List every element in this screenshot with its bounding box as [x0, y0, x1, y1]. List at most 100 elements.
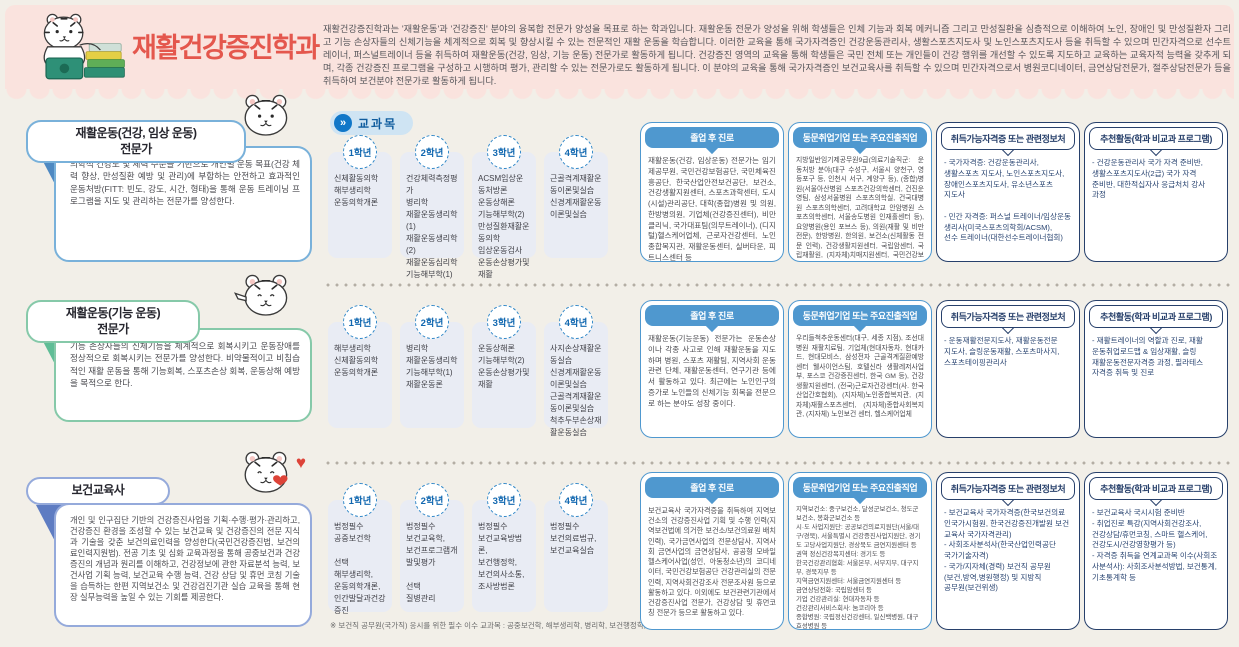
curriculum-section-header: » 교과목 — [330, 111, 414, 135]
course-list: 근골격계재활운동이론및실습 신경계재활운동이론및실습 — [550, 174, 602, 219]
box-header: 동문취업기업 또는 주요진출직업 — [793, 477, 927, 498]
year-badge: 3학년 — [487, 483, 521, 517]
year-badge: 4학년 — [559, 305, 593, 339]
box-body: - 건강운동관리사 국가 자격 준비반, 생활스포츠지도사(2급) 국가 자격 … — [1092, 158, 1206, 200]
box-header: 취득가능자격증 또는 관련정보처 — [941, 305, 1075, 328]
box-body: - 운동재활전문지도사, 재활운동전문 지도사, 슬링운동재활, 스포츠마사지,… — [944, 336, 1060, 367]
year-badge: 1학년 — [343, 483, 377, 517]
box-body: 재활운동(건강, 임상운동) 전문가는 임기제공무원, 국민건강보험공단, 국민… — [648, 156, 776, 262]
tiger-peek-icon — [244, 451, 288, 493]
curriculum-row-clinical: 1학년 신체활동의학 해부생리학 운동의학개론 2학년 건강체력측정평가 병리학… — [328, 135, 608, 279]
career-box: 졸업 후 진로 보건교육사 국가자격증을 취득하여 지역보건소의 건강증진사업 … — [640, 472, 784, 630]
dotted-separator — [326, 283, 1232, 287]
dotted-separator — [326, 461, 1232, 465]
course-list: 법정필수 보건의료법규, 보건교육실습 — [550, 522, 597, 555]
year-column: 1학년 법정필수 공중보건학 선택 해부생리학, 운동의학개론, 인간발달과건강… — [328, 483, 392, 615]
track-card-clinical-exercise: 의학적 건강도 및 체력 수준을 기반으로 개인별 운동 목표(건강 체력 향상… — [14, 94, 312, 262]
year-column: 4학년 사지손상재활운동실습 신경계재활운동이론및실습 근골격계재활운동이론및실… — [544, 305, 608, 437]
track-description: 개인 및 인구집단 기반의 건강증진사업을 기획·수행·평가·관리하고, 건강증… — [54, 503, 312, 627]
tiger-mascot-icon — [43, 13, 125, 80]
year-column: 4학년 근골격계재활운동이론및실습 신경계재활운동이론및실습 — [544, 135, 608, 258]
info-row-clinical: 졸업 후 진로 재활운동(건강, 임상운동) 전문가는 임기제공무원, 국민건강… — [640, 122, 1228, 262]
track-title: 보건교육사 — [26, 477, 170, 505]
year-column: 2학년 법정필수 보건교육학, 보건프로그램개발및평가 선택 질병관리 — [400, 483, 464, 612]
year-badge: 2학년 — [415, 305, 449, 339]
intro-paragraph: 재활건강증진학과는 '재활운동'과 '건강증진' 분야의 융복합 전문가 양성을… — [323, 24, 1231, 86]
activity-box: 추천활동(학과 비교과 프로그램) - 보건교육사 국시시험 준비반 - 취업진… — [1084, 472, 1228, 630]
course-list: 건강체력측정평가 병리학 재활운동생리학(1) 재활운동생리학(2) 재활운동심… — [406, 174, 458, 279]
year-badge: 3학년 — [487, 305, 521, 339]
course-list: 해부생리학 신체활동의학 운동의학개론 — [334, 344, 379, 377]
track-card-functional-exercise: 기능 손상자들의 신체기능을 체계적으로 회복시키고 운동장애를 정상적으로 회… — [14, 274, 312, 422]
tiger-peek-icon — [233, 274, 288, 316]
heart-icon: ♥ — [295, 453, 306, 472]
page-title: 재활건강증진학과 — [132, 33, 320, 63]
box-body: - 국가자격증: 건강운동관리사, 생활스포츠 지도사, 노인스포츠지도사, 장… — [944, 158, 1071, 243]
box-header: 동문취업기업 또는 주요진출직업 — [793, 127, 927, 148]
box-body: 지역보건소: 중구보건소, 달성군보건소, 청도군보건소, 봉화군보건소 등 시… — [796, 506, 921, 630]
box-body: - 재활트레이너의 역할과 진로, 재활 운동취업로드맵 & 임상재활, 슬링 … — [1092, 336, 1204, 378]
box-body: 재활운동(기능운동) 전문가는 운동손상이나 각종 사고로 인해 재활운동을 지… — [648, 334, 776, 408]
year-badge: 1학년 — [343, 135, 377, 169]
box-header: 추천활동(학과 비교과 프로그램) — [1089, 477, 1223, 500]
info-row-health-educator: 졸업 후 진로 보건교육사 국가자격증을 취득하여 지역보건소의 건강증진사업 … — [640, 472, 1228, 630]
year-column: 1학년 신체활동의학 해부생리학 운동의학개론 — [328, 135, 392, 258]
certificate-box: 취득가능자격증 또는 관련정보처 - 보건교육사 국가자격증(한국보건의료인국가… — [936, 472, 1080, 630]
curriculum-section-label: 교과목 — [358, 116, 398, 131]
alumni-box: 동문취업기업 또는 주요진출직업 지방일반임기제공무원9급(의료기술직군: 운동… — [788, 122, 932, 262]
course-list: 사지손상재활운동실습 신경계재활운동이론및실습 근골격계재활운동이론및실습 척추… — [550, 344, 602, 437]
tiger-peek-icon — [244, 94, 288, 136]
year-column: 4학년 법정필수 보건의료법규, 보건교육실습 — [544, 483, 608, 612]
course-list: 병리학 재활운동생리학 기능해부학(1) 재활운동론 — [406, 344, 458, 389]
course-list: 신체활동의학 해부생리학 운동의학개론 — [334, 174, 379, 207]
course-list: 법정필수 공중보건학 선택 해부생리학, 운동의학개론, 인간발달과건강증진 — [334, 522, 386, 615]
box-header: 취득가능자격증 또는 관련정보처 — [941, 127, 1075, 150]
activity-box: 추천활동(학과 비교과 프로그램) - 재활트레이너의 역할과 진로, 재활 운… — [1084, 300, 1228, 438]
track-description: 의학적 건강도 및 체력 수준을 기반으로 개인별 운동 목표(건강 체력 향상… — [54, 146, 312, 262]
scallop-edge — [5, 89, 1234, 100]
year-column: 2학년 병리학 재활운동생리학 기능해부학(1) 재활운동론 — [400, 305, 464, 428]
info-row-functional: 졸업 후 진로 재활운동(기능운동) 전문가는 운동손상이나 각종 사고로 인해… — [640, 300, 1228, 438]
year-column: 2학년 건강체력측정평가 병리학 재활운동생리학(1) 재활운동생리학(2) 재… — [400, 135, 464, 279]
career-box: 졸업 후 진로 재활운동(기능운동) 전문가는 운동손상이나 각종 사고로 인해… — [640, 300, 784, 438]
box-body: 지방일반임기제공무원9급(의료기술직군: 운동처방 분야(대구 수성구, 서울시… — [796, 157, 924, 260]
year-badge: 4학년 — [559, 483, 593, 517]
year-badge: 2학년 — [415, 483, 449, 517]
alumni-box: 동문취업기업 또는 주요진출직업 우리들척추운동센터(대구, 세종 지점), 조… — [788, 300, 932, 438]
box-header: 졸업 후 진로 — [645, 477, 779, 498]
box-header: 졸업 후 진로 — [645, 305, 779, 326]
track-description: 기능 손상자들의 신체기능을 체계적으로 회복시키고 운동장애를 정상적으로 회… — [54, 328, 312, 422]
box-body: 보건교육사 국가자격증을 취득하여 지역보건소의 건강증진사업 기획 및 수행 … — [648, 506, 776, 618]
box-header: 추천활동(학과 비교과 프로그램) — [1089, 305, 1223, 328]
curriculum-row-functional: 1학년 해부생리학 신체활동의학 운동의학개론 2학년 병리학 재활운동생리학 … — [328, 305, 608, 437]
course-list: ACSM임상운동처방론 운동상해론 기능해부학(2) 만성질환재활운동의학 임상… — [478, 174, 530, 279]
footnote: ※ 보건직 공무원(국가직) 응시를 위한 필수 이수 교과목 : 공중보건학,… — [330, 621, 690, 630]
course-list: 운동상해론 기능해부학(2) 운동손상평가및재활 — [478, 344, 530, 389]
certificate-box: 취득가능자격증 또는 관련정보처 - 운동재활전문지도사, 재활운동전문 지도사… — [936, 300, 1080, 438]
year-badge: 4학년 — [559, 135, 593, 169]
course-list: 법정필수 보건교육학, 보건프로그램개발및평가 선택 질병관리 — [406, 522, 458, 603]
curriculum-row-health-educator: 1학년 법정필수 공중보건학 선택 해부생리학, 운동의학개론, 인간발달과건강… — [328, 483, 608, 615]
box-header: 취득가능자격증 또는 관련정보처 — [941, 477, 1075, 500]
box-header: 동문취업기업 또는 주요진출직업 — [793, 305, 927, 326]
track-title: 재활운동(기능 운동) 전문가 — [26, 300, 200, 344]
course-list: 법정필수 보건교육방법론, 보건행정학, 보건의사소통, 조사방법론 — [478, 522, 525, 591]
box-body: - 보건교육사 국가자격증(한국보건의료인국가시험원, 한국건강증진개발원 보건… — [944, 508, 1070, 593]
box-body: - 보건교육사 국시시험 준비반 - 취업진로 특강(지역사회건강조사, 건강상… — [1092, 508, 1218, 582]
track-card-health-educator: ♥ 개인 및 인구집단 기반의 건강증진사업을 기획·수행·평가·관리하고, 건… — [14, 451, 312, 627]
year-badge: 2학년 — [415, 135, 449, 169]
box-body: 우리들척추운동센터(대구, 세종 지점), 조선대병원 재활치료팀, 기업체(현… — [796, 335, 924, 419]
year-column: 3학년 운동상해론 기능해부학(2) 운동손상평가및재활 — [472, 305, 536, 428]
box-header: 졸업 후 진로 — [645, 127, 779, 148]
certificate-box: 취득가능자격증 또는 관련정보처 - 국가자격증: 건강운동관리사, 생활스포츠… — [936, 122, 1080, 262]
alumni-box: 동문취업기업 또는 주요진출직업 지역보건소: 중구보건소, 달성군보건소, 청… — [788, 472, 932, 630]
year-column: 1학년 해부생리학 신체활동의학 운동의학개론 — [328, 305, 392, 428]
year-column: 3학년 법정필수 보건교육방법론, 보건행정학, 보건의사소통, 조사방법론 — [472, 483, 536, 612]
header-band — [5, 5, 1234, 89]
year-badge: 3학년 — [487, 135, 521, 169]
arrow-badge-icon: » — [334, 114, 352, 132]
box-header: 추천활동(학과 비교과 프로그램) — [1089, 127, 1223, 150]
activity-box: 추천활동(학과 비교과 프로그램) - 건강운동관리사 국가 자격 준비반, 생… — [1084, 122, 1228, 262]
year-column: 3학년 ACSM임상운동처방론 운동상해론 기능해부학(2) 만성질환재활운동의… — [472, 135, 536, 279]
